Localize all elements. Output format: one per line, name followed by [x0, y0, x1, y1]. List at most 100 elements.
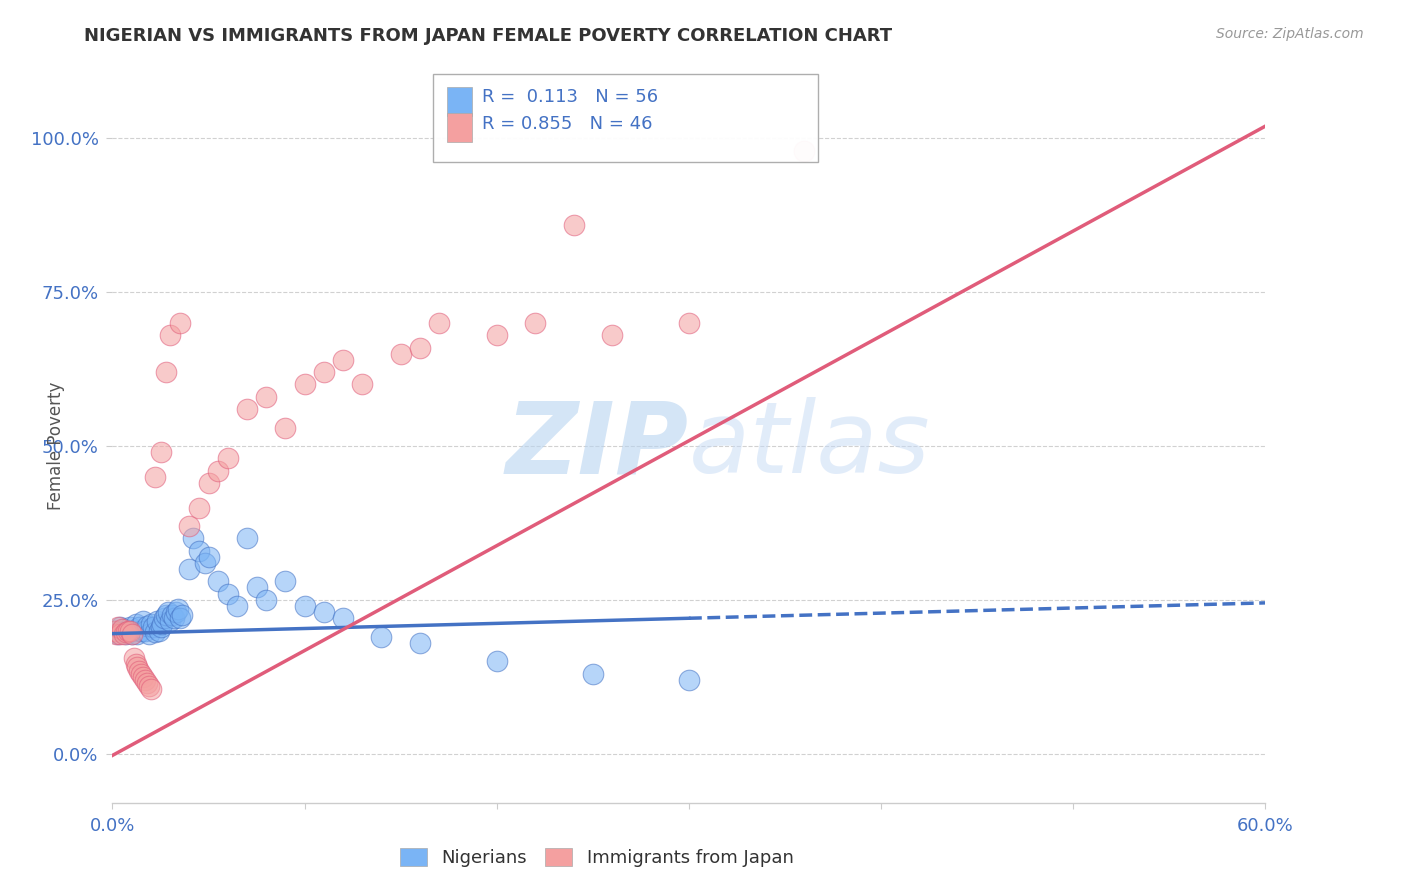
- Text: Source: ZipAtlas.com: Source: ZipAtlas.com: [1216, 27, 1364, 41]
- Point: [155, 608, 177, 623]
- Point: [112, 623, 135, 637]
- Point: [132, 670, 155, 684]
- Point: [145, 615, 167, 629]
- Point: [179, 562, 201, 576]
- Point: [160, 608, 183, 623]
- Point: [332, 352, 354, 367]
- Point: [105, 626, 128, 640]
- Point: [107, 620, 129, 634]
- Point: [143, 469, 166, 483]
- Point: [121, 626, 143, 640]
- Point: [136, 618, 159, 632]
- Point: [138, 679, 160, 693]
- Point: [111, 624, 134, 639]
- Point: [124, 617, 146, 632]
- Point: [678, 673, 700, 687]
- Point: [181, 531, 204, 545]
- Point: [165, 605, 187, 619]
- Point: [134, 624, 156, 638]
- Point: [138, 626, 160, 640]
- Text: ZIP: ZIP: [506, 398, 689, 494]
- Point: [294, 377, 316, 392]
- Point: [112, 626, 135, 640]
- Point: [122, 624, 145, 638]
- Point: [312, 605, 335, 619]
- Point: [793, 144, 815, 158]
- Point: [236, 531, 259, 545]
- Point: [128, 620, 150, 634]
- Point: [194, 556, 217, 570]
- Point: [170, 608, 193, 623]
- Point: [107, 626, 129, 640]
- Point: [121, 626, 143, 640]
- Point: [118, 620, 141, 634]
- Point: [143, 624, 166, 639]
- Point: [409, 341, 432, 355]
- Point: [163, 611, 186, 625]
- Text: Female Poverty: Female Poverty: [48, 382, 65, 510]
- Point: [188, 543, 211, 558]
- Point: [236, 402, 259, 417]
- Point: [152, 617, 174, 632]
- Point: [139, 681, 162, 696]
- Point: [149, 445, 172, 459]
- Point: [678, 316, 700, 330]
- Text: R = 0.855   N = 46: R = 0.855 N = 46: [482, 115, 652, 133]
- Point: [159, 328, 181, 343]
- Point: [115, 626, 138, 640]
- Point: [409, 636, 432, 650]
- Point: [217, 587, 239, 601]
- Point: [226, 599, 249, 613]
- Text: atlas: atlas: [689, 398, 931, 494]
- Point: [142, 620, 165, 634]
- Point: [169, 316, 191, 330]
- Point: [136, 676, 159, 690]
- Point: [129, 624, 153, 638]
- Point: [562, 218, 585, 232]
- Point: [127, 626, 149, 640]
- Point: [246, 581, 269, 595]
- Text: R =  0.113   N = 56: R = 0.113 N = 56: [482, 88, 658, 106]
- Point: [127, 660, 149, 674]
- Point: [207, 464, 229, 478]
- Point: [207, 574, 229, 589]
- Point: [169, 611, 191, 625]
- Point: [157, 605, 180, 619]
- Point: [129, 666, 153, 681]
- Point: [111, 623, 134, 637]
- Point: [118, 624, 141, 638]
- Point: [128, 664, 150, 678]
- Point: [294, 599, 316, 613]
- Point: [274, 420, 297, 434]
- Point: [122, 651, 145, 665]
- Legend: Nigerians, Immigrants from Japan: Nigerians, Immigrants from Japan: [392, 840, 801, 874]
- Point: [485, 328, 508, 343]
- Point: [600, 328, 623, 343]
- Point: [197, 475, 219, 490]
- Point: [254, 390, 277, 404]
- Point: [389, 347, 412, 361]
- Point: [254, 592, 277, 607]
- Point: [485, 654, 508, 668]
- Point: [179, 519, 201, 533]
- Text: NIGERIAN VS IMMIGRANTS FROM JAPAN FEMALE POVERTY CORRELATION CHART: NIGERIAN VS IMMIGRANTS FROM JAPAN FEMALE…: [84, 27, 893, 45]
- Point: [159, 615, 181, 629]
- Point: [153, 611, 176, 625]
- Point: [134, 673, 156, 687]
- Point: [117, 624, 139, 638]
- Point: [115, 624, 138, 639]
- Point: [352, 377, 374, 392]
- Point: [166, 602, 188, 616]
- Point: [582, 666, 605, 681]
- Point: [274, 574, 297, 589]
- Point: [312, 365, 335, 379]
- Point: [197, 549, 219, 564]
- Point: [188, 500, 211, 515]
- Point: [524, 316, 547, 330]
- Point: [217, 451, 239, 466]
- Point: [370, 630, 392, 644]
- Point: [332, 611, 354, 625]
- Point: [117, 624, 139, 638]
- Point: [427, 316, 450, 330]
- Point: [155, 365, 177, 379]
